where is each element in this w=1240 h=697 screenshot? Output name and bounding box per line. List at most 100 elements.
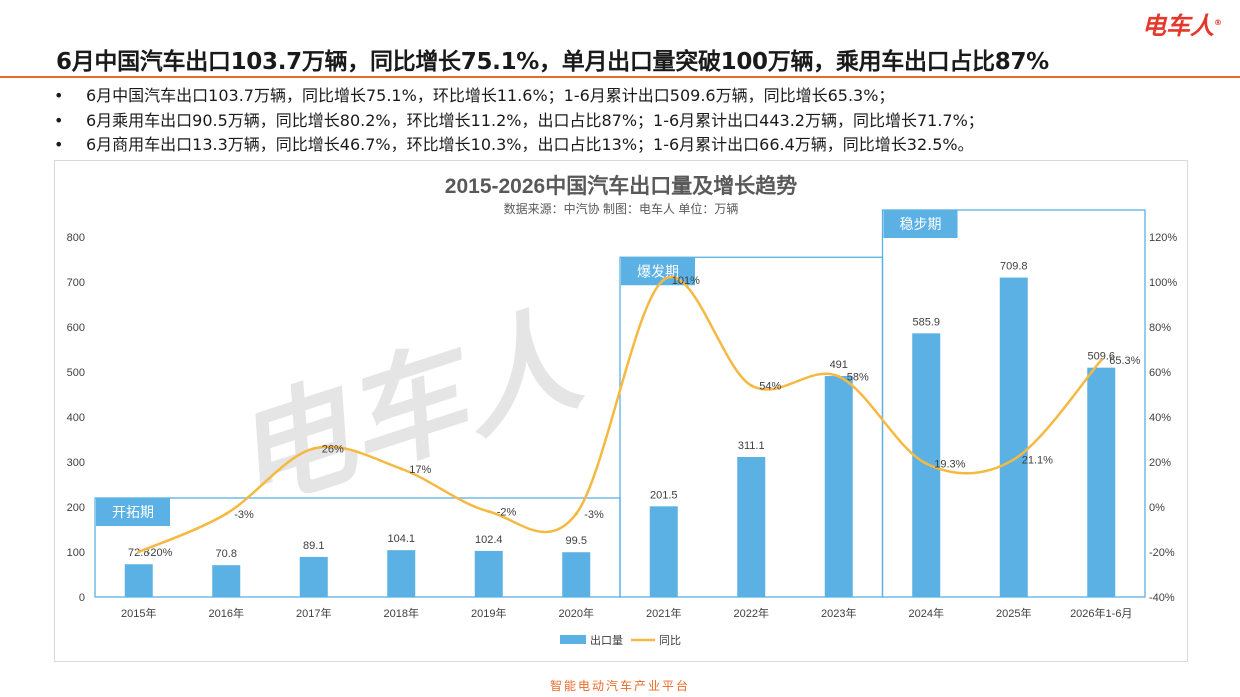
brand-logo: 电车人® xyxy=(1142,12,1222,40)
watermark-text: 电车人 xyxy=(216,294,593,529)
y-right-tick-label: -20% xyxy=(1149,547,1175,559)
yoy-point-2 xyxy=(312,447,316,450)
bar-value-label: 709.8 xyxy=(1000,261,1028,273)
legend-swatch-bar xyxy=(560,635,586,644)
x-tick-label: 2018年 xyxy=(384,606,419,620)
yoy-point-10 xyxy=(1012,458,1016,462)
x-tick-label: 2024年 xyxy=(909,606,944,620)
y-right-tick-label: 40% xyxy=(1149,412,1171,424)
y-right-tick-label: 20% xyxy=(1149,457,1171,469)
bullet-item: • 6月商用车出口13.3万辆，同比增长46.7%，环比增长10.3%，出口占比1… xyxy=(54,133,984,158)
y-right-tick-label: 80% xyxy=(1149,322,1171,334)
yoy-value-label: 58% xyxy=(847,372,869,384)
yoy-value-label: 54% xyxy=(759,381,781,393)
summary-bullets: • 6月中国汽车出口103.7万辆，同比增长75.1%，环比增长11.6%；1-6… xyxy=(54,84,984,158)
bar-value-label: 509.6 xyxy=(1087,351,1115,363)
x-tick-label: 2020年 xyxy=(559,606,594,620)
yoy-point-6 xyxy=(662,278,666,282)
bar-value-label: 311.1 xyxy=(738,440,765,452)
bar-value-label: 201.5 xyxy=(650,489,678,501)
bar-8 xyxy=(824,376,853,597)
x-tick-label: 2025年 xyxy=(996,606,1031,620)
y-right-tick-label: 100% xyxy=(1149,277,1177,289)
phase-tag-2 xyxy=(883,210,958,238)
bar-10 xyxy=(999,277,1028,597)
y-right-tick-label: -40% xyxy=(1149,592,1175,604)
footer-tagline: 智能电动汽车产业平台 xyxy=(549,679,690,693)
bar-9 xyxy=(912,333,941,597)
bar-6 xyxy=(649,506,678,597)
yoy-value-label: 19.3% xyxy=(934,459,965,471)
y-left-tick-label: 300 xyxy=(67,457,85,469)
bar-7 xyxy=(737,457,766,597)
bullet-dot: • xyxy=(54,135,64,154)
bar-0 xyxy=(124,564,153,597)
phase-label: 开拓期 xyxy=(112,504,154,520)
header-divider xyxy=(0,76,1240,78)
bar-value-label: 585.9 xyxy=(912,316,940,328)
x-tick-label: 2015年 xyxy=(121,606,156,620)
legend-label-line: 同比 xyxy=(659,634,681,647)
bullet-item: • 6月中国汽车出口103.7万辆，同比增长75.1%，环比增长11.6%；1-6… xyxy=(54,84,984,109)
x-tick-label: 2026年1-6月 xyxy=(1070,606,1132,620)
yoy-value-label: 65.3% xyxy=(1109,355,1140,367)
y-left-tick-label: 600 xyxy=(67,322,85,334)
bar-value-label: 70.8 xyxy=(216,548,237,560)
bullet-dot: • xyxy=(54,110,64,130)
yoy-point-11 xyxy=(1099,358,1103,362)
yoy-value-label: 26% xyxy=(322,444,344,456)
chart-subtitle: 数据来源：中汽协 制图：电车人 单位：万辆 xyxy=(504,201,739,216)
legend-label-bar: 出口量 xyxy=(590,633,623,647)
yoy-value-label: -3% xyxy=(234,509,254,521)
yoy-value-label: 21.1% xyxy=(1022,455,1053,467)
x-tick-label: 2021年 xyxy=(646,606,681,620)
y-left-tick-label: 500 xyxy=(67,367,85,379)
chart-container: 电车人 2015-2026中国汽车出口量及增长趋势数据来源：中汽协 制图：电车人 … xyxy=(54,160,1188,662)
y-left-tick-label: 800 xyxy=(67,232,85,244)
bar-2 xyxy=(299,556,328,597)
yoy-value-label: -3% xyxy=(584,509,604,521)
bar-1 xyxy=(212,565,241,597)
yoy-point-5 xyxy=(574,512,578,516)
yoy-point-1 xyxy=(224,512,228,516)
x-tick-label: 2023年 xyxy=(821,606,856,620)
bullet-item: • 6月乘用车出口90.5万辆，同比增长80.2%，环比增长11.2%，出口占比8… xyxy=(54,109,984,134)
y-left-tick-label: 0 xyxy=(79,592,85,604)
y-right-tick-label: 120% xyxy=(1149,232,1177,244)
yoy-value-label: 17% xyxy=(409,464,431,476)
yoy-point-0 xyxy=(137,550,141,554)
bar-5 xyxy=(562,552,591,597)
yoy-value-label: 101% xyxy=(672,275,700,287)
yoy-point-7 xyxy=(749,384,753,387)
yoy-point-4 xyxy=(487,510,491,513)
x-tick-label: 2019年 xyxy=(471,606,506,620)
bar-value-label: 99.5 xyxy=(566,535,587,547)
y-left-tick-label: 200 xyxy=(67,502,85,514)
yoy-point-9 xyxy=(924,462,928,466)
chart-title: 2015-2026中国汽车出口量及增长趋势 xyxy=(445,174,797,198)
bar-11 xyxy=(1087,367,1116,597)
bar-4 xyxy=(474,550,503,597)
x-tick-label: 2017年 xyxy=(296,606,331,620)
bar-value-label: 89.1 xyxy=(303,540,324,552)
bar-value-label: 102.4 xyxy=(475,534,503,546)
phase-label: 爆发期 xyxy=(637,263,679,279)
bar-value-label: 104.1 xyxy=(387,533,415,545)
y-left-tick-label: 100 xyxy=(67,547,85,559)
bar-value-label: 491 xyxy=(830,359,848,371)
yoy-value-label: -2% xyxy=(497,507,517,519)
x-tick-label: 2016年 xyxy=(209,606,244,620)
y-right-tick-label: 0% xyxy=(1149,502,1165,514)
bullet-dot: • xyxy=(54,86,64,105)
phase-tag-0 xyxy=(96,498,170,526)
yoy-point-8 xyxy=(837,375,841,378)
page-headline: 6月中国汽车出口103.7万辆，同比增长75.1%，单月出口量突破100万辆，乘… xyxy=(56,49,1049,75)
bar-3 xyxy=(387,550,416,597)
phase-label: 稳步期 xyxy=(900,216,942,232)
y-left-tick-label: 700 xyxy=(67,277,85,289)
x-tick-label: 2022年 xyxy=(734,606,769,620)
yoy-value-label: -20% xyxy=(147,547,173,559)
y-right-tick-label: 60% xyxy=(1149,367,1171,379)
y-left-tick-label: 400 xyxy=(67,412,85,424)
